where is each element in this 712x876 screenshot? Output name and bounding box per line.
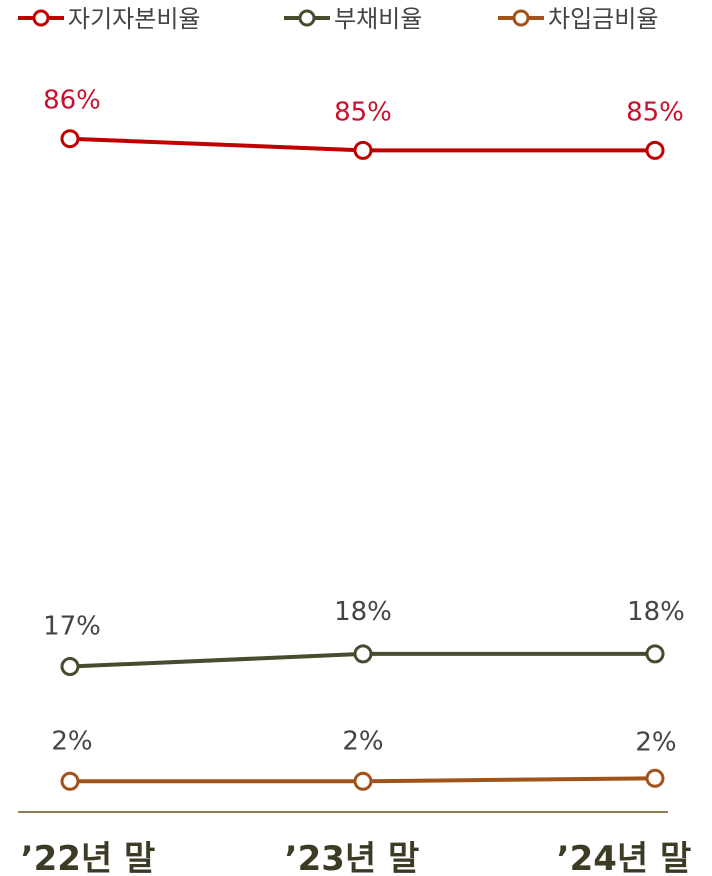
series-1: 86% 85% 85% [43, 86, 684, 160]
legend: 자기자본비율 부채비율 차입금비율 [18, 5, 658, 33]
series-group: 86% 85% 85% 17% 18% 18% 2% 2% 2% [43, 86, 685, 791]
legend-item: 차입금비율 [498, 5, 658, 33]
data-point [645, 644, 665, 664]
data-point [60, 129, 80, 149]
legend-marker-icon [298, 9, 316, 27]
data-label: 18% [627, 597, 685, 627]
data-label: 17% [43, 612, 101, 642]
legend-label: 부채비율 [334, 5, 422, 33]
legend-label: 차입금비율 [548, 5, 658, 33]
series-2: 17% 18% 18% [43, 597, 685, 677]
x-tick-label: ’24년 말 [557, 839, 692, 876]
data-label: 2% [51, 726, 92, 756]
x-tick-label: ’23년 말 [285, 839, 420, 876]
data-point [353, 140, 373, 160]
data-point [60, 771, 80, 791]
series-3: 2% 2% 2% [51, 726, 677, 791]
legend-marker-icon [32, 9, 50, 27]
data-label: 2% [342, 726, 383, 756]
legend-marker-icon [512, 9, 530, 27]
data-point [353, 644, 373, 664]
data-label: 85% [334, 97, 392, 127]
data-label: 85% [626, 97, 684, 127]
legend-label: 자기자본비율 [68, 5, 200, 33]
data-label: 2% [635, 727, 676, 757]
legend-item: 부채비율 [284, 5, 422, 33]
data-label: 18% [334, 597, 392, 627]
data-point [645, 140, 665, 160]
data-point [353, 771, 373, 791]
data-point [60, 657, 80, 677]
x-tick-label: ’22년 말 [21, 839, 156, 876]
data-point [645, 768, 665, 788]
x-axis-labels: ’22년 말 ’23년 말 ’24년 말 [21, 839, 692, 876]
data-label: 86% [43, 86, 101, 116]
legend-item: 자기자본비율 [18, 5, 200, 33]
